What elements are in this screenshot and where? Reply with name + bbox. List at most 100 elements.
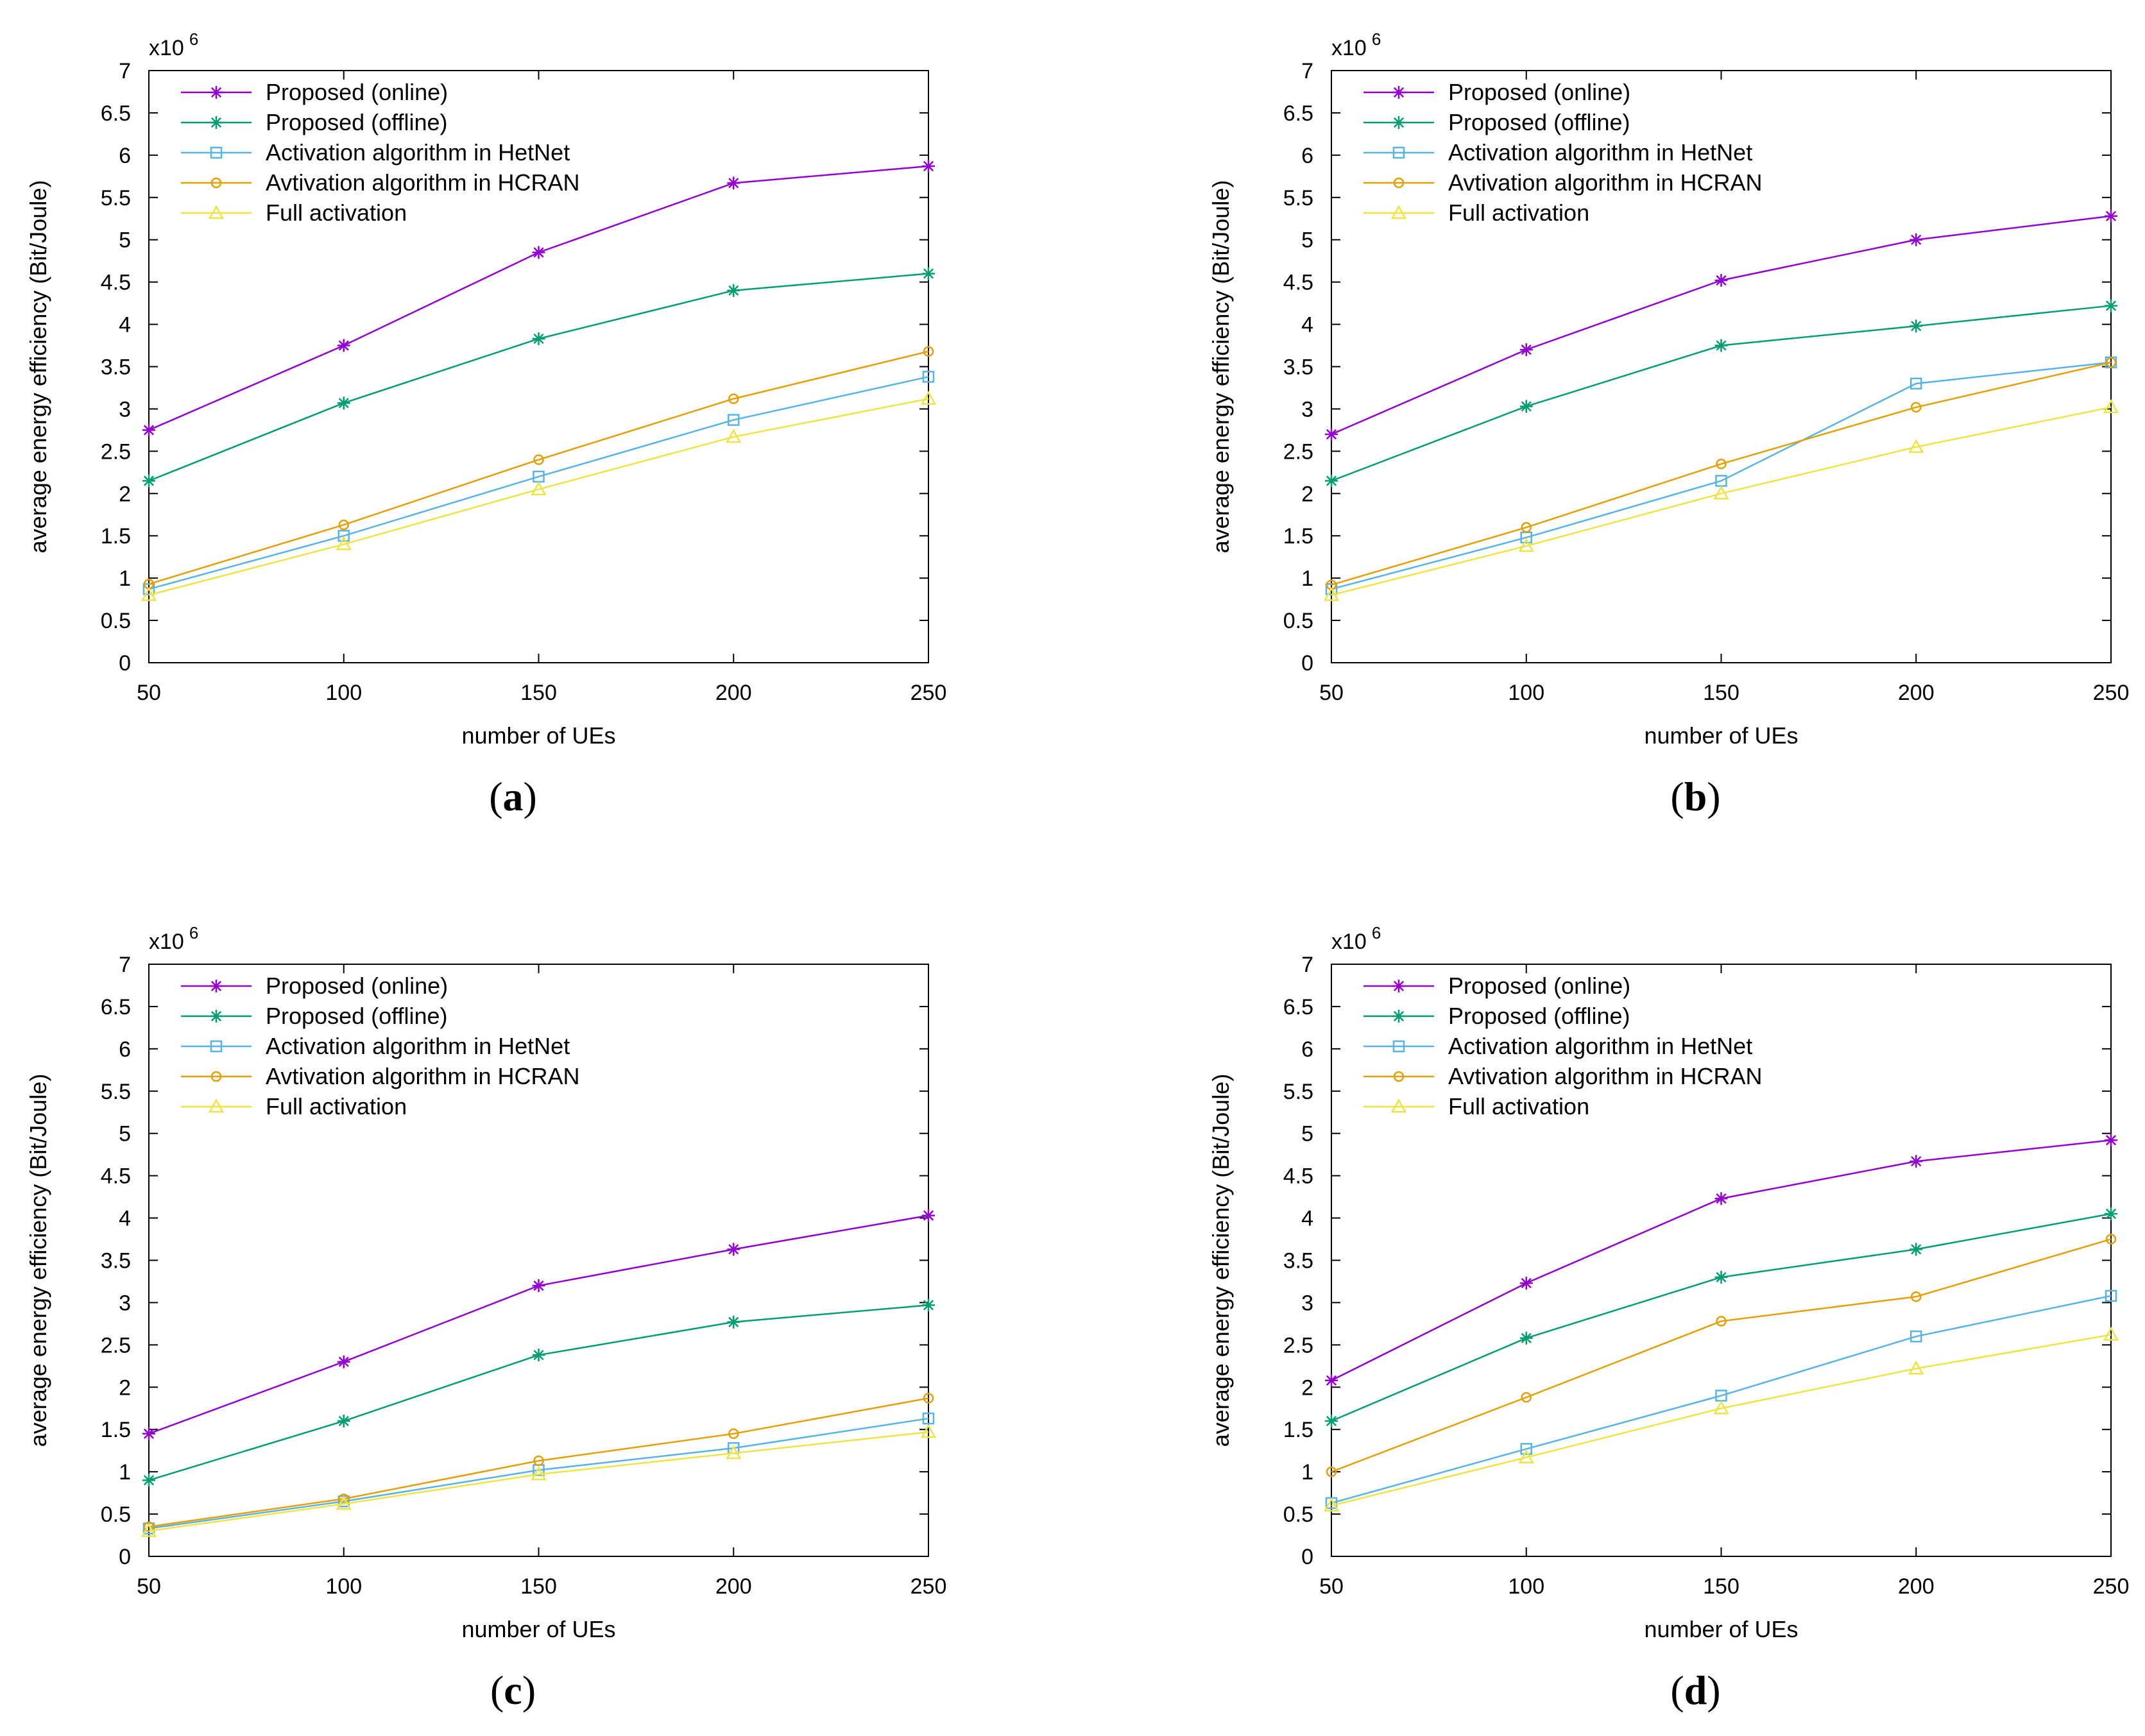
y-tick-label: 3.5 [101,1249,131,1273]
legend-marker [210,980,223,992]
y-tick-label: 5 [119,228,131,253]
series-line [1331,1238,2112,1473]
y-tick-label: 4.5 [1283,1164,1313,1189]
data-point [1519,1277,1533,1290]
legend-marker [1390,1098,1407,1113]
y-tick-label: 2 [119,482,131,506]
y-tick-label: 1.5 [1283,1418,1313,1442]
y-tick-label: 5 [1301,228,1313,253]
data-point [141,586,157,601]
y-tick-label: 1 [1301,566,1313,591]
y-tick-label: 5.5 [101,1080,131,1104]
data-point [531,481,547,495]
data-point [1325,427,1338,441]
series-line [148,1397,929,1528]
y-tick-label: 3.5 [101,355,131,380]
data-point [1519,400,1533,413]
data-point [143,1521,155,1533]
legend-entry: Full activation [266,1093,407,1119]
series-line [148,376,929,590]
data-point [1518,1449,1534,1463]
y-tick-label: 0 [119,651,131,676]
y-tick-label: 3 [1301,397,1313,421]
series-line [148,1431,929,1532]
series-proposed-offline [1325,1207,2117,1428]
data-point [1521,522,1532,533]
series-line [148,398,929,596]
data-point [2105,1234,2117,1245]
y-tick-label: 0.5 [1283,1502,1313,1527]
series-line [148,1214,929,1434]
y-tick-label: 6 [119,1037,131,1062]
legend-entry: Proposed (offline) [266,1003,448,1029]
series-line [1331,1295,2112,1504]
data-point [337,1415,350,1428]
y-axis-label: average energy efficiency (Bit/Joule) [25,1074,51,1447]
y-tick-label: 2.5 [101,439,131,464]
y-tick-label: 6.5 [1283,995,1313,1019]
x-tick-label: 50 [137,1574,161,1599]
y-tick-label: 5.5 [1283,186,1313,210]
legend-entry: Proposed (online) [1448,79,1630,105]
data-point [2105,357,2117,368]
data-point [1519,1331,1533,1345]
data-point [1325,1415,1338,1428]
data-point [2103,1326,2119,1341]
panel-b: 0 0.5 1 1.5 2 2.5 3 3.5 4 4.5 5 5.5 6 6.5 7 50 100 150 200… [1208,30,2129,819]
y-tick-label: 2 [1301,482,1313,506]
legend-marker [1392,1010,1405,1023]
y-tick-label: 6.5 [101,101,131,126]
data-point [726,1445,742,1459]
series-line [1331,406,2112,596]
data-point [1713,1400,1729,1415]
data-point [1908,439,1924,454]
legend-marker [210,86,223,99]
data-point [1716,1316,1727,1327]
y-tick-label: 0.5 [1283,609,1313,633]
x-tick-label: 100 [1508,1574,1544,1599]
legend-marker [210,1010,223,1023]
data-point [337,339,350,352]
series-activation-algorithm-in-hetnet [142,371,935,595]
y-tick-label: 7 [1301,953,1313,977]
y-multiplier-label: x10 6 [1331,30,1381,60]
series-proposed-online [142,1209,935,1440]
data-point [728,414,740,426]
data-point [727,1315,740,1329]
legend-marker [208,205,225,219]
series-proposed-offline [142,267,935,488]
y-axis-label: average energy efficiency (Bit/Joule) [25,180,51,554]
y-tick-label: 4.5 [101,1164,131,1189]
data-point [1716,458,1727,470]
x-tick-label: 200 [715,681,752,705]
series-full-activation [141,391,937,601]
y-tick-label: 1.5 [101,1418,131,1442]
series-avtivation-algorithm-in-hcran [143,346,934,590]
x-tick-label: 150 [520,1574,557,1599]
y-tick-label: 2 [119,1375,131,1400]
data-point [142,423,155,437]
data-point [1520,1443,1532,1455]
legend-entry: Proposed (offline) [266,109,448,135]
y-tick-label: 1 [119,566,131,591]
x-axis-label: number of UEs [461,722,615,749]
y-tick-label: 1 [1301,1460,1313,1485]
legend: Proposed (online) Proposed (offline) Activ… [181,973,580,1119]
data-point [923,346,934,357]
x-tick-label: 200 [1898,681,1935,705]
legend-entry: Activation algorithm in HetNet [266,139,570,166]
data-point [922,1412,935,1425]
data-point [532,1279,545,1293]
y-tick-label: 4 [119,1207,131,1231]
legend-entry: Proposed (offline) [1448,1003,1630,1029]
data-point [1908,1360,1924,1375]
y-tick-label: 0.5 [101,609,131,633]
y-tick-label: 1.5 [101,524,131,549]
y-tick-label: 2.5 [101,1333,131,1357]
x-tick-label: 100 [1508,681,1544,705]
legend: Proposed (online) Proposed (offline) Activ… [1363,973,1763,1119]
data-point [923,1393,934,1404]
panel-a: 0 0.5 1 1.5 2 2.5 3 3.5 4 4.5 5 5.5 6 6.5 7 50 100 150 200… [25,30,946,819]
data-point [920,391,937,405]
data-point [533,1455,544,1467]
